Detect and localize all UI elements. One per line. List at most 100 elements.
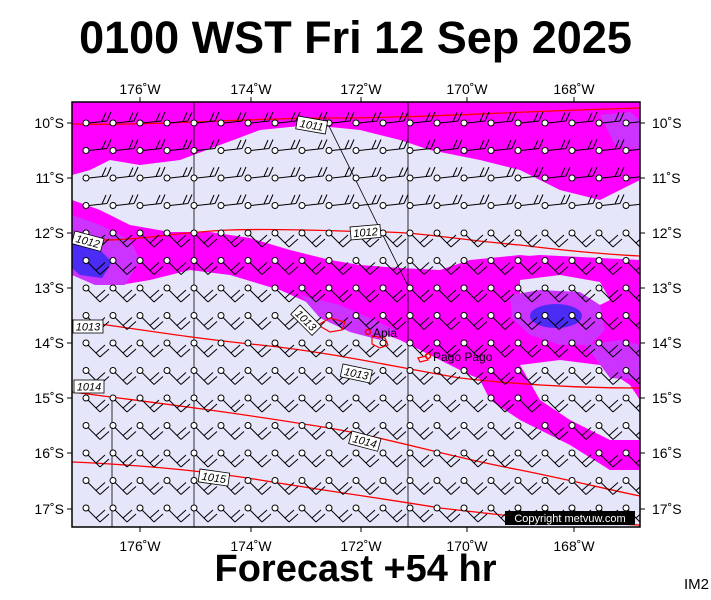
wind-barb — [379, 139, 409, 154]
wind-barb — [271, 257, 299, 275]
wind-barb — [541, 166, 571, 182]
lat-label: 10˚S — [34, 115, 64, 131]
wind-barb — [406, 367, 434, 385]
wind-barb — [595, 229, 623, 248]
wind-barb — [460, 477, 488, 495]
wind-barb — [433, 284, 461, 303]
lat-label: 10˚S — [652, 115, 682, 131]
wind-barb — [109, 312, 137, 330]
wind-barb — [271, 339, 299, 358]
wind-barb — [406, 257, 434, 275]
wind-barb — [487, 284, 515, 303]
wind-barb — [379, 477, 407, 495]
wind-barb — [82, 394, 110, 413]
isobar-label: 1013 — [72, 319, 104, 334]
lon-label: 174˚W — [230, 538, 272, 554]
wind-barb — [568, 312, 596, 330]
copyright-text: Copyright metvuw.com — [514, 513, 625, 525]
wind-barb — [163, 139, 193, 154]
wind-barb — [244, 139, 274, 154]
wind-barb — [487, 339, 515, 358]
wind-barb — [433, 422, 461, 440]
svg-text:1015: 1015 — [201, 471, 228, 486]
map-title: 0100 WST Fri 12 Sep 2025 — [79, 12, 632, 63]
wind-barb — [244, 394, 272, 413]
wind-barb — [325, 339, 353, 358]
wind-barb — [136, 449, 164, 468]
isobar-line — [72, 391, 640, 497]
wind-barb — [460, 504, 488, 523]
lat-label: 15˚S — [652, 390, 682, 406]
wind-barb — [541, 194, 571, 209]
wind-barb — [244, 504, 272, 523]
wind-barb — [136, 284, 164, 303]
wind-barb — [487, 312, 515, 330]
wind-barb — [568, 477, 596, 495]
wind-barb — [433, 394, 461, 413]
wind-barb — [271, 422, 299, 440]
wind-barb — [487, 194, 517, 209]
wind-barb — [379, 194, 409, 209]
wind-barb — [379, 229, 407, 248]
wind-barb — [298, 139, 328, 154]
wind-barb — [217, 394, 245, 413]
wind-barb — [568, 339, 596, 358]
wind-barb — [406, 166, 436, 182]
wind-barb — [325, 166, 355, 182]
wind-barb — [163, 194, 193, 209]
wind-barb — [271, 312, 299, 330]
wind-barb — [406, 394, 434, 413]
wind-barb — [406, 312, 434, 330]
savaii-island — [316, 317, 346, 333]
wind-barb — [541, 139, 571, 154]
wind-barb — [217, 194, 247, 209]
wind-barb — [298, 422, 326, 440]
lat-label: 12˚S — [652, 225, 682, 241]
map-frame — [71, 101, 641, 528]
lat-label: 17˚S — [34, 501, 64, 517]
wind-barb — [622, 202, 640, 209]
wind-barb — [163, 449, 191, 468]
wind-barb — [352, 504, 380, 523]
wind-barb — [109, 339, 137, 358]
wind-barb — [82, 111, 112, 127]
wind-barbs — [82, 111, 640, 523]
lat-label: 13˚S — [652, 280, 682, 296]
copyright-box: Copyright metvuw.com — [505, 511, 635, 525]
wind-barb — [325, 477, 353, 495]
wind-barb — [325, 394, 353, 413]
wind-barb — [190, 257, 218, 275]
wind-barb — [379, 111, 409, 127]
wind-barb — [433, 504, 461, 523]
wind-barb — [163, 367, 191, 385]
wind-barb — [325, 139, 355, 154]
wind-barb — [298, 257, 326, 275]
wind-barb — [514, 477, 542, 495]
forecast-label: Forecast +54 hr — [214, 548, 497, 590]
wind-barb — [460, 194, 490, 209]
wind-barb — [163, 477, 191, 495]
rain-heavy-west — [72, 240, 112, 278]
wind-barb — [82, 339, 110, 358]
wind-barb — [352, 166, 382, 182]
wind-barb — [190, 312, 218, 330]
wind-barb — [514, 312, 542, 330]
rain-heavy-east — [530, 304, 582, 328]
lat-label: 15˚S — [34, 390, 64, 406]
wind-barb — [244, 257, 272, 275]
wind-barb — [622, 147, 640, 154]
wind-barb — [352, 139, 382, 154]
wind-barb — [622, 394, 640, 413]
tutuila-island — [417, 355, 429, 363]
wind-barb — [487, 367, 515, 385]
wind-barb — [406, 194, 436, 209]
wind-barb — [217, 312, 245, 330]
wind-barb — [406, 422, 434, 440]
wind-barb — [622, 229, 640, 248]
wind-barb — [109, 111, 139, 127]
wind-barb — [487, 111, 517, 127]
wind-barb — [433, 339, 461, 358]
wind-barb — [136, 394, 164, 413]
wind-barb — [622, 449, 640, 468]
wind-barb — [568, 394, 596, 413]
